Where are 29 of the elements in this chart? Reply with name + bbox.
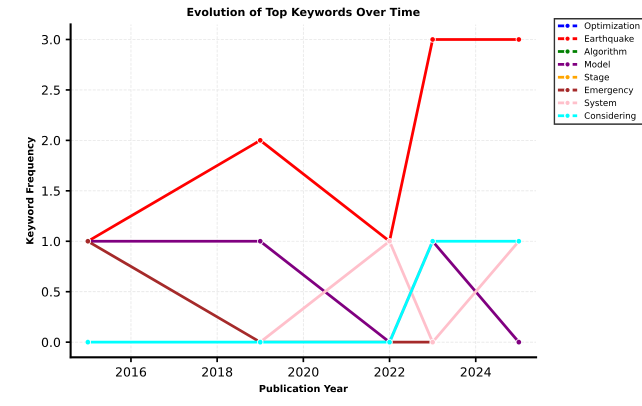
y-tick-label: 0.0 [42, 338, 60, 348]
legend-label: System [584, 99, 616, 108]
legend-label: Optimization [584, 22, 640, 31]
legend-label: Emergency [585, 86, 634, 95]
x-axis-title: Publication Year [260, 384, 348, 392]
y-tick-label: 1.0 [42, 236, 60, 246]
y-tick-label: 1.5 [42, 186, 60, 196]
x-tick-label: 2020 [288, 367, 318, 377]
y-tick-label: 0.5 [42, 287, 60, 297]
point [84, 338, 92, 346]
chart-title: Evolution of Top Keywords Over Time [188, 8, 420, 18]
point [516, 36, 522, 43]
point [257, 137, 264, 144]
y-axis-title: Keyword Frequency [26, 136, 36, 244]
legend-label: Model [585, 60, 610, 68]
legend-label: Algorithm [584, 48, 626, 56]
legend-label: Earthquake [585, 35, 634, 44]
point [516, 338, 522, 346]
x-tick-label: 2016 [116, 367, 146, 377]
point [257, 238, 264, 244]
y-tick-label: 2.0 [42, 136, 60, 146]
legend-label: Considering [584, 112, 636, 121]
x-tick-label: 2022 [374, 367, 404, 377]
legend-label: Stage [584, 74, 609, 82]
x-tick-label: 2024 [460, 367, 491, 377]
y-tick-label: 3.0 [42, 34, 60, 44]
x-tick-label: 2018 [202, 367, 232, 377]
point [429, 36, 436, 43]
y-tick-label: 2.5 [42, 85, 60, 95]
